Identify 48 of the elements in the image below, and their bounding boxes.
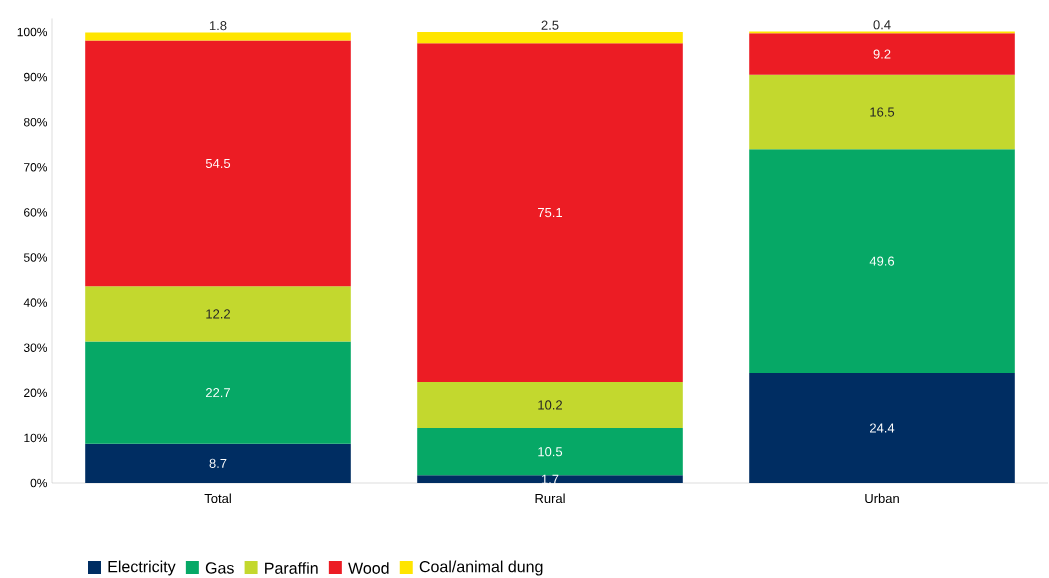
y-tick-label: 30% <box>23 343 48 352</box>
data-label: 12.2 <box>206 309 230 319</box>
data-label: 75.1 <box>538 208 563 218</box>
y-tick-label: 0% <box>30 478 48 488</box>
legend-label: Coal/animal dung <box>419 560 543 576</box>
bar <box>417 475 683 483</box>
x-tick-label: Urban <box>865 493 899 504</box>
data-label: 22.7 <box>206 388 230 398</box>
y-tick-label: 90% <box>24 72 48 82</box>
y-tick-label: 70% <box>24 163 48 172</box>
bar <box>749 372 1015 483</box>
data-label: 24.4 <box>870 423 895 433</box>
bar <box>417 381 683 428</box>
bar <box>749 149 1015 373</box>
bar <box>85 443 351 483</box>
y-tick-label: 40% <box>23 298 48 307</box>
bar <box>417 32 683 44</box>
legend-label: Gas <box>205 562 234 574</box>
y-tick-label: 10% <box>24 433 48 443</box>
y-tick-label: 20% <box>24 388 48 398</box>
legend-label: Wood <box>348 562 389 574</box>
data-label: 49.6 <box>869 256 895 266</box>
x-tick-label: Rural <box>535 493 565 504</box>
data-label: 1.7 <box>541 474 559 484</box>
data-label: 9.2 <box>873 49 891 59</box>
y-tick-label: 50% <box>23 253 48 262</box>
bar <box>85 286 351 342</box>
x-tick-label: Total <box>204 493 231 504</box>
legend-label: Paraffin <box>265 562 318 574</box>
data-label: 1.8 <box>209 21 227 31</box>
data-label: 10.5 <box>538 447 563 457</box>
y-tick-label: 100% <box>17 27 48 37</box>
bar <box>749 33 1015 75</box>
data-label: 0.4 <box>873 20 891 30</box>
bar <box>85 40 351 287</box>
data-label: 10.2 <box>538 400 562 410</box>
legend-label: Electricity <box>108 560 176 576</box>
data-label: 54.5 <box>205 158 231 168</box>
data-label: 16.5 <box>870 107 895 117</box>
bar <box>417 43 683 382</box>
bar <box>417 427 683 476</box>
data-label: 8.7 <box>209 458 227 468</box>
y-tick-label: 60% <box>24 208 48 217</box>
y-tick-label: 80% <box>23 117 48 127</box>
bar <box>85 32 351 41</box>
bar <box>85 341 351 444</box>
bar <box>749 74 1015 150</box>
data-label: 2.5 <box>541 20 559 30</box>
